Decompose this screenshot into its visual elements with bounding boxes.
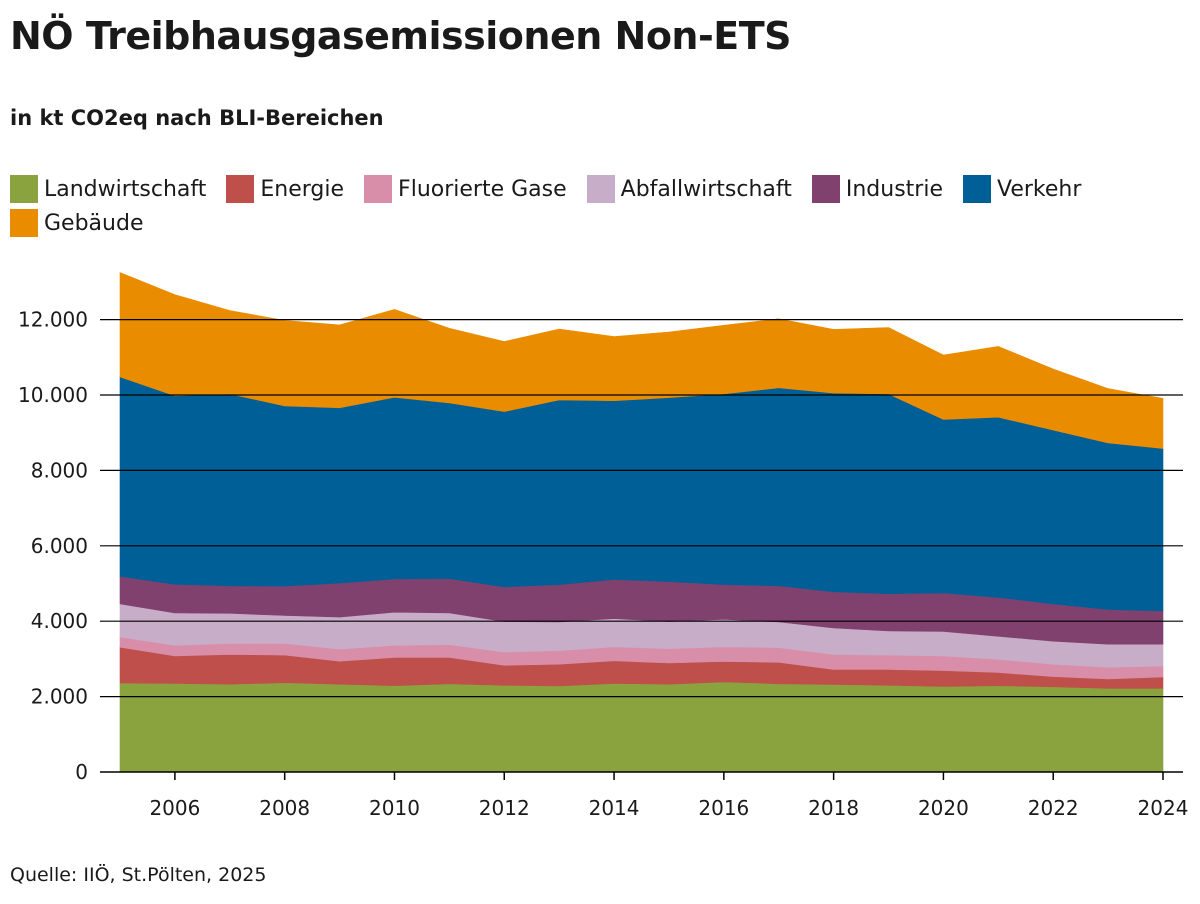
legend-label: Fluorierte Gase: [398, 176, 567, 202]
area-layers: [119, 272, 1164, 773]
chart-subtitle: in kt CO2eq nach BLI-Bereichen: [10, 106, 384, 130]
gridlines: [100, 319, 1183, 698]
x-tick-label: 2006: [149, 796, 200, 820]
y-tick-label: 4.000: [31, 609, 88, 633]
y-axis: 0 2.000 4.000 6.000 8.000 10.000 12.000: [18, 308, 88, 784]
x-tick-label: 2024: [1138, 796, 1189, 820]
legend-swatch: [811, 175, 840, 203]
legend-item: Industrie: [811, 174, 943, 204]
legend-label: Energie: [260, 176, 345, 202]
area-gebäude: [119, 272, 1164, 449]
x-tick-label: 2016: [698, 796, 749, 820]
legend-item: Energie: [226, 174, 344, 204]
legend-item: Fluorierte Gase: [364, 174, 567, 204]
y-tick-label: 2.000: [31, 685, 88, 709]
x-tick-label: 2012: [479, 796, 530, 820]
legend-swatch: [10, 175, 38, 203]
legend-label: Industrie: [845, 176, 943, 202]
x-tick-label: 2020: [918, 796, 969, 820]
y-tick-label: 10.000: [18, 383, 88, 407]
legend-item: Gebäude: [10, 208, 143, 238]
legend-label: Gebäude: [44, 210, 144, 236]
source-note: Quelle: IIÖ, St.Pölten, 2025: [10, 864, 267, 886]
legend-label: Verkehr: [996, 176, 1082, 202]
x-tick-label: 2018: [808, 796, 859, 820]
x-axis: 2006 2008 2010 2012 2014 2016 2018 2020 2022 2024: [100, 771, 1189, 820]
y-tick-label: 8.000: [31, 458, 88, 482]
legend-label: Abfallwirtschaft: [620, 176, 792, 202]
x-tick-label: 2010: [369, 796, 420, 820]
area-landwirtschaft: [119, 681, 1164, 773]
legend-swatch: [364, 175, 393, 203]
legend-swatch: [10, 209, 38, 237]
chart-title: NÖ Treibhausgasemissionen Non-ETS: [10, 14, 792, 58]
legend-label: Landwirtschaft: [44, 176, 207, 202]
x-tick-label: 2008: [259, 796, 310, 820]
legend-item: Landwirtschaft: [10, 174, 206, 204]
y-tick-label: 12.000: [18, 308, 88, 332]
legend-item: Abfallwirtschaft: [586, 174, 792, 204]
y-tick-label: 0: [75, 760, 88, 784]
legend-swatch: [226, 175, 255, 203]
chart-legend: Landwirtschaft Energie Fluorierte Gase Abfa…: [10, 174, 1195, 238]
legend-swatch: [586, 175, 615, 203]
x-tick-label: 2022: [1028, 796, 1079, 820]
legend-item: Verkehr: [962, 174, 1082, 204]
x-tick-label: 2014: [589, 796, 640, 820]
legend-swatch: [962, 175, 991, 203]
y-tick-label: 6.000: [31, 534, 88, 558]
